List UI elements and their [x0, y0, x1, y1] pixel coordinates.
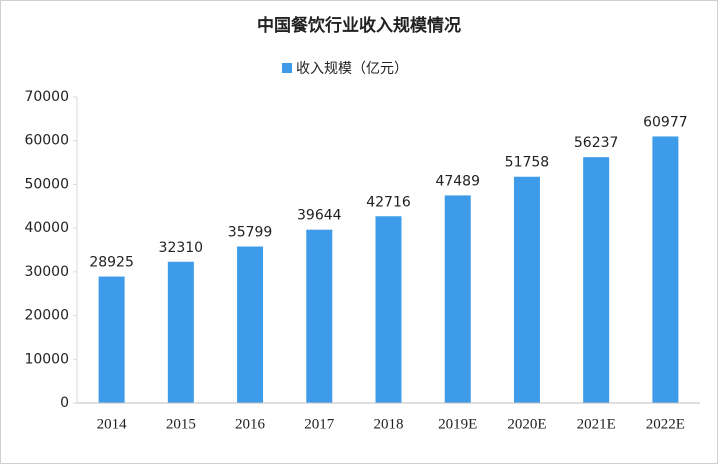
bar: [167, 261, 194, 403]
x-tick-label: 2022E: [646, 416, 685, 432]
x-tick-label: 2021E: [577, 416, 616, 432]
data-label: 35799: [228, 225, 273, 241]
data-label: 42716: [366, 194, 411, 210]
y-tick-label: 30000: [24, 264, 69, 280]
data-label: 56237: [574, 135, 619, 151]
data-label: 32310: [159, 240, 204, 256]
bar: [98, 276, 125, 403]
x-tick-label: 2016: [235, 416, 266, 432]
bar: [237, 246, 264, 403]
data-label: 51758: [505, 155, 550, 171]
x-tick-label: 2017: [304, 416, 335, 432]
data-label: 28925: [89, 255, 134, 271]
bar: [306, 229, 333, 403]
bar: [513, 176, 540, 403]
bar: [444, 195, 471, 403]
y-tick-label: 70000: [24, 89, 69, 105]
data-label: 39644: [297, 208, 342, 224]
legend-swatch: [282, 63, 292, 73]
bar: [375, 216, 402, 403]
y-tick-label: 10000: [24, 351, 69, 367]
legend-label: 收入规模（亿元）: [296, 61, 408, 77]
data-label: 47489: [435, 173, 480, 189]
y-tick-label: 0: [60, 395, 69, 411]
data-label: 60977: [643, 114, 688, 130]
x-tick-label: 2018: [374, 416, 404, 432]
y-tick-label: 20000: [24, 308, 69, 324]
bar: [583, 157, 610, 403]
x-tick-label: 2019E: [438, 416, 477, 432]
x-tick-label: 2020E: [507, 416, 546, 432]
x-tick-label: 2015: [166, 416, 196, 432]
y-tick-label: 50000: [24, 176, 69, 192]
y-tick-label: 60000: [24, 133, 69, 149]
y-tick-label: 40000: [24, 220, 69, 236]
chart-title: 中国餐饮行业收入规模情况: [257, 15, 461, 36]
bar: [652, 136, 679, 403]
x-tick-label: 2014: [97, 416, 128, 432]
